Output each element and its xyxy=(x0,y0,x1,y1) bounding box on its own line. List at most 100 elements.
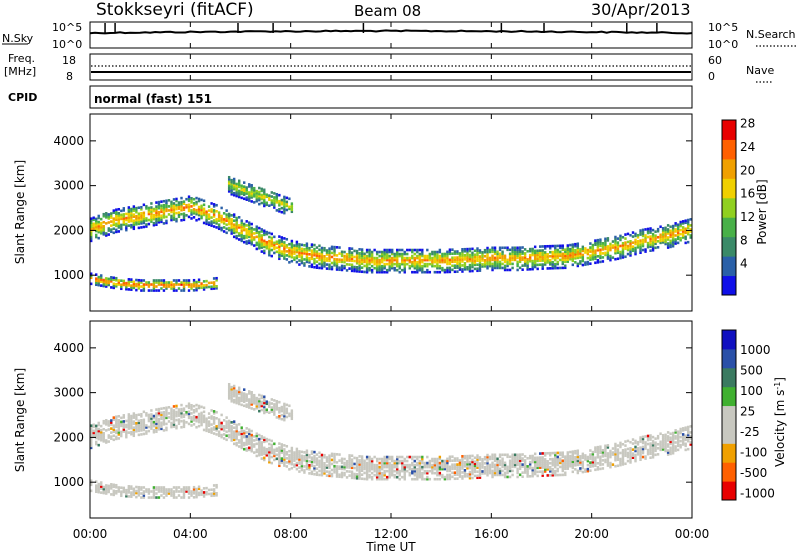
power-cell xyxy=(122,213,126,216)
velocity-cell xyxy=(473,466,477,470)
power-cell xyxy=(576,246,580,250)
velocity-cell xyxy=(478,464,482,467)
velocity-cell xyxy=(541,466,544,469)
velocity-cell xyxy=(202,491,206,494)
power-cell xyxy=(187,205,191,209)
velocity-cell xyxy=(110,485,113,488)
velocity-cell xyxy=(273,409,276,412)
power-cell xyxy=(127,288,131,291)
velocity-cell xyxy=(137,494,141,497)
power-cell xyxy=(544,263,547,266)
velocity-cell xyxy=(150,427,153,430)
velocity-cell xyxy=(285,409,289,413)
velocity-cell xyxy=(162,423,166,426)
power-cell xyxy=(641,230,645,234)
power-cell xyxy=(107,281,110,285)
velocity-cell xyxy=(157,425,161,429)
velocity-cell xyxy=(531,458,534,462)
power-cell xyxy=(551,260,554,264)
velocity-cell xyxy=(250,437,253,441)
power-cell xyxy=(250,234,253,238)
velocity-cell xyxy=(531,474,534,478)
velocity-cell xyxy=(601,451,605,454)
power-cell xyxy=(586,250,590,254)
power-cell xyxy=(160,281,163,284)
velocity-cell xyxy=(105,419,108,422)
power-cell xyxy=(571,255,574,259)
power-cell xyxy=(240,196,243,200)
power-cell xyxy=(268,239,271,243)
velocity-cell xyxy=(438,477,442,481)
velocity-cell xyxy=(418,459,421,463)
power-cell xyxy=(671,230,675,234)
power-cell xyxy=(591,257,595,261)
power-cell xyxy=(621,250,625,253)
velocity-cell xyxy=(554,457,557,461)
velocity-cell xyxy=(391,455,394,459)
power-cell xyxy=(110,214,113,217)
velocity-cell xyxy=(375,469,379,473)
power-cell xyxy=(541,267,544,270)
velocity-cell xyxy=(152,428,156,432)
power-cell xyxy=(310,243,314,246)
velocity-cell xyxy=(275,447,279,451)
velocity-cell xyxy=(518,459,522,462)
power-cell xyxy=(576,252,580,256)
velocity-cell xyxy=(606,462,610,465)
velocity-cell xyxy=(380,467,384,471)
velocity-heatmap xyxy=(90,382,692,499)
power-cell xyxy=(112,282,115,286)
power-cell xyxy=(426,268,429,272)
velocity-cell xyxy=(245,443,248,446)
power-cell xyxy=(365,256,369,260)
velocity-cell xyxy=(177,422,181,425)
power-cell xyxy=(132,225,136,229)
power-cell xyxy=(147,285,151,288)
power-cell xyxy=(426,264,429,268)
power-cell xyxy=(250,240,253,244)
velocity-cell xyxy=(255,398,258,402)
power-cell xyxy=(263,249,266,253)
power-cell xyxy=(651,244,655,248)
velocity-cell xyxy=(95,434,98,438)
velocity-cell xyxy=(197,416,201,420)
velocity-cell xyxy=(513,465,517,469)
power-cell xyxy=(210,208,213,211)
power-cell xyxy=(348,263,351,266)
velocity-cell xyxy=(288,455,291,459)
velocity-cell xyxy=(651,443,655,447)
power-cell xyxy=(102,231,105,234)
velocity-cell xyxy=(451,475,454,479)
power-cell xyxy=(142,279,146,282)
power-cell xyxy=(594,255,597,259)
velocity-cell xyxy=(162,412,166,416)
power-cell xyxy=(571,259,574,263)
velocity-cell xyxy=(493,455,497,459)
power-cell xyxy=(127,220,131,223)
velocity-cell xyxy=(566,455,569,458)
power-cell xyxy=(100,284,103,287)
power-cell xyxy=(418,254,421,258)
velocity-cell xyxy=(215,494,218,497)
velocity-cell xyxy=(666,439,670,442)
velocity-cell xyxy=(501,461,504,465)
power-cell xyxy=(401,262,404,266)
velocity-cell xyxy=(215,491,218,495)
power-cell xyxy=(654,240,657,244)
velocity-cell xyxy=(594,456,597,459)
velocity-cell xyxy=(406,463,409,467)
power-cell xyxy=(433,264,437,268)
power-cell xyxy=(451,268,454,272)
power-cell xyxy=(323,257,326,260)
velocity-cell xyxy=(130,414,133,418)
velocity-cell xyxy=(616,452,620,455)
velocity-cell xyxy=(636,446,640,450)
velocity-cell xyxy=(270,455,273,459)
power-cell xyxy=(448,262,452,266)
velocity-cell xyxy=(398,461,401,465)
velocity-cell xyxy=(681,443,685,446)
velocity-cell xyxy=(300,456,304,460)
velocity-cell xyxy=(544,464,547,467)
power-cell xyxy=(501,246,504,250)
power-cell xyxy=(222,226,226,229)
